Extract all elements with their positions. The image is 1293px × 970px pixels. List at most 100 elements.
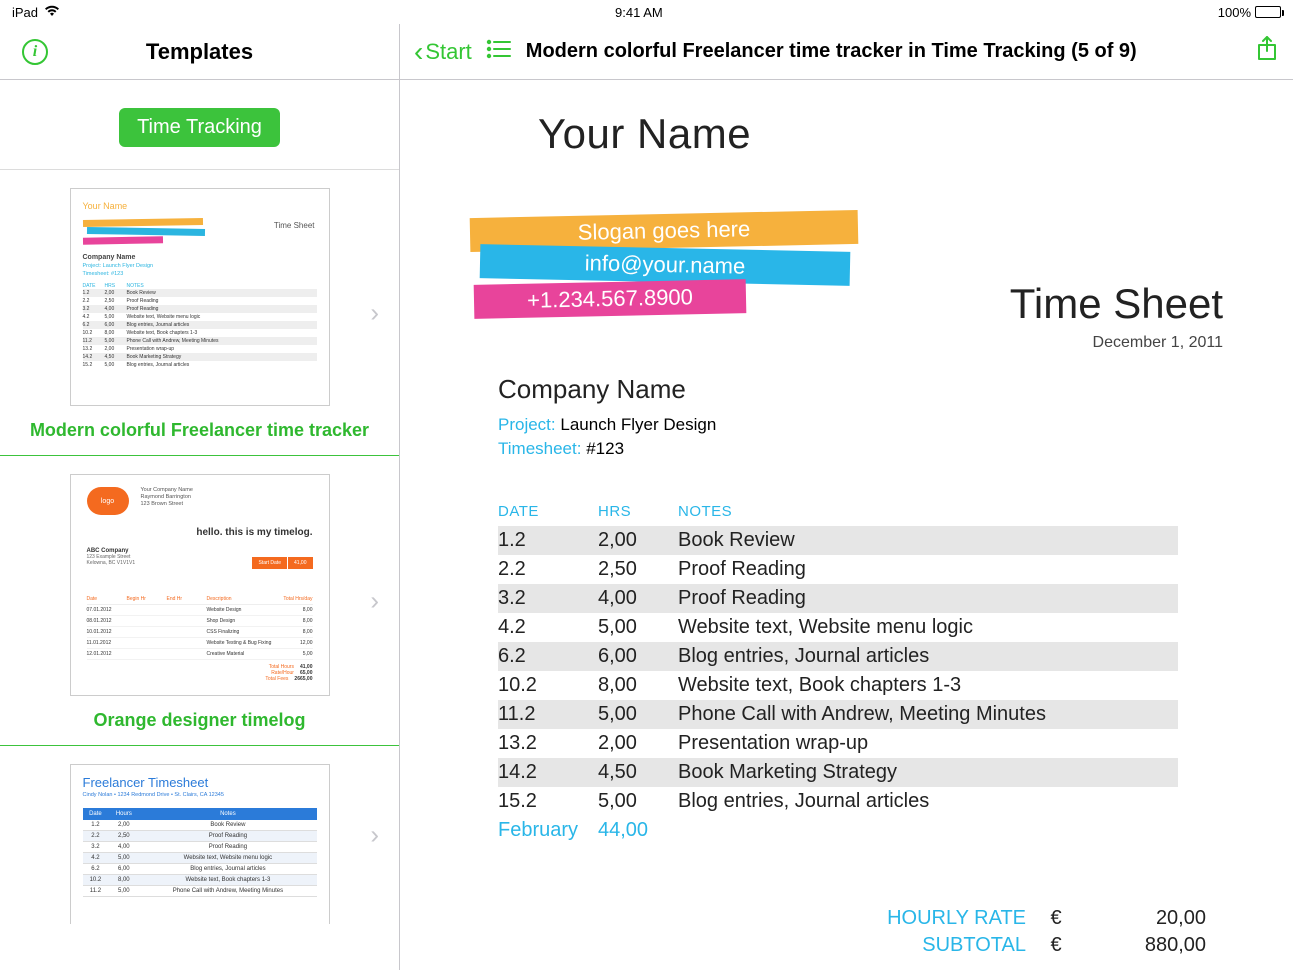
cell-date: 13.2 [498,732,598,755]
hourly-rate-value: 20,00 [1086,907,1206,930]
cell-hrs: 4,50 [598,761,678,784]
phone-stripe: +1.234.567.8900 [474,279,747,319]
table-row: 1.22,00Book Review [498,526,1178,555]
cell-notes: Book Marketing Strategy [678,761,1178,784]
time-entries-table: DATE HRS NOTES 1.22,00Book Review2.22,50… [498,503,1178,845]
project-value: Launch Flyer Design [560,415,716,434]
templates-sidebar: Time Tracking Your Name Time Sheet Compa… [0,80,400,970]
cell-notes: Phone Call with Andrew, Meeting Minutes [678,703,1178,726]
thumb-title: Freelancer Timesheet [83,775,317,790]
chevron-right-icon: › [370,820,379,851]
ios-status-bar: iPad 9:41 AM 100% [0,0,1293,24]
cell-notes: Blog entries, Journal articles [678,645,1178,668]
table-row: 11.25,00Phone Call with Andrew, Meeting … [498,700,1178,729]
thumb-company: Company Name [83,254,317,261]
cell-hrs: 5,00 [598,790,678,813]
cell-notes: Proof Reading [678,558,1178,581]
total-month: February [498,819,598,842]
template-thumbnail: logo Your Company Name Raymond Barringto… [70,474,330,696]
document-preview: Your Name Slogan goes here info@your.nam… [400,80,1293,970]
back-label: Start [425,39,471,65]
cell-date: 6.2 [498,645,598,668]
table-row: 2.22,50Proof Reading [498,555,1178,584]
subtotal-value: 880,00 [1086,934,1206,957]
cell-hrs: 4,00 [598,587,678,610]
table-row: 6.26,00Blog entries, Journal articles [498,642,1178,671]
template-caption: Modern colorful Freelancer time tracker [0,420,399,441]
timesheet-title: Time Sheet [1010,280,1223,328]
cell-hrs: 5,00 [598,616,678,639]
table-row: 4.25,00Website text, Website menu logic [498,613,1178,642]
subtotal-currency: € [1026,934,1086,957]
hourly-rate-label: HOURLY RATE [846,907,1026,930]
cell-hrs: 6,00 [598,645,678,668]
template-caption: Orange designer timelog [0,710,399,731]
thumb-ts-label: Time Sheet [274,221,315,230]
thumb-project: Project: Launch Flyer Design [83,263,317,269]
cell-hrs: 2,50 [598,558,678,581]
thumb-subtitle: Cindy Nolan • 1234 Redmond Drive • St. C… [83,792,317,798]
share-button[interactable] [1255,35,1279,68]
cell-notes: Proof Reading [678,587,1178,610]
back-button[interactable]: ‹ Start [414,38,472,66]
table-row: 15.25,00Blog entries, Journal articles [498,787,1178,816]
device-label: iPad [12,5,38,20]
template-item[interactable]: Freelancer Timesheet Cindy Nolan • 1234 … [0,746,399,924]
cell-date: 4.2 [498,616,598,639]
battery-percent: 100% [1218,5,1251,20]
cell-date: 11.2 [498,703,598,726]
sidebar-title: Templates [0,39,399,65]
thumb-name: Your Name [83,201,317,211]
template-thumbnail: Your Name Time Sheet Company Name Projec… [70,188,330,406]
table-total-row: February 44,00 [498,816,1178,845]
subtotal-label: SUBTOTAL [846,934,1026,957]
doc-your-name: Your Name [538,110,1233,158]
cell-date: 2.2 [498,558,598,581]
cell-notes: Book Review [678,529,1178,552]
col-header-date: DATE [498,503,598,520]
cell-date: 3.2 [498,587,598,610]
template-item[interactable]: logo Your Company Name Raymond Barringto… [0,456,399,746]
list-icon[interactable] [486,39,512,64]
cell-notes: Blog entries, Journal articles [678,790,1178,813]
clock: 9:41 AM [60,5,1218,20]
chevron-right-icon: › [370,585,379,616]
total-hours: 44,00 [598,819,678,842]
table-row: 14.24,50Book Marketing Strategy [498,758,1178,787]
cell-date: 15.2 [498,790,598,813]
template-item[interactable]: Your Name Time Sheet Company Name Projec… [0,170,399,456]
app-header: i Templates ‹ Start Modern colorful Free… [0,24,1293,80]
company-name: Company Name [498,374,1233,405]
totals-block: HOURLY RATE € 20,00 SUBTOTAL € 880,00 [498,905,1206,959]
thumb-logo: logo [87,487,129,515]
timesheet-number-value: #123 [586,439,624,458]
chevron-right-icon: › [370,297,379,328]
cell-hrs: 2,00 [598,732,678,755]
col-header-notes: NOTES [678,503,1178,520]
cell-date: 1.2 [498,529,598,552]
table-row: 10.28,00Website text, Book chapters 1-3 [498,671,1178,700]
hourly-rate-currency: € [1026,907,1086,930]
template-thumbnail: Freelancer Timesheet Cindy Nolan • 1234 … [70,764,330,924]
cell-notes: Website text, Website menu logic [678,616,1178,639]
document-title: Modern colorful Freelancer time tracker … [526,40,1241,63]
cell-hrs: 2,00 [598,529,678,552]
timesheet-number-label: Timesheet: [498,439,581,458]
category-pill[interactable]: Time Tracking [119,108,280,147]
project-label: Project: [498,415,556,434]
cell-date: 10.2 [498,674,598,697]
table-row: 3.24,00Proof Reading [498,584,1178,613]
chevron-left-icon: ‹ [414,38,423,66]
thumb-hello: hello. this is my timelog. [87,527,313,538]
thumb-timesheet: Timesheet: #123 [83,271,317,277]
cell-notes: Website text, Book chapters 1-3 [678,674,1178,697]
email-stripe: info@your.name [480,244,851,286]
table-row: 13.22,00Presentation wrap-up [498,729,1178,758]
cell-date: 14.2 [498,761,598,784]
battery-icon [1255,6,1281,18]
cell-notes: Presentation wrap-up [678,732,1178,755]
timesheet-date: December 1, 2011 [1010,334,1223,352]
cell-hrs: 5,00 [598,703,678,726]
col-header-hrs: HRS [598,503,678,520]
wifi-icon [44,5,60,20]
